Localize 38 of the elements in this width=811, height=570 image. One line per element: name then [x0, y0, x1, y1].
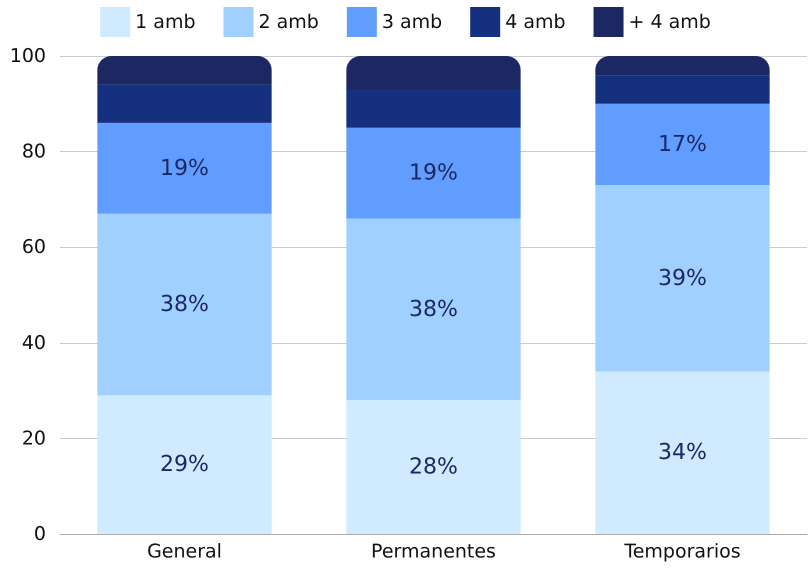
data-label: 19% — [409, 160, 458, 186]
bar — [97, 56, 272, 85]
legend-label: 4 amb — [505, 11, 566, 33]
bar — [346, 128, 521, 219]
legend-label: 1 amb — [135, 11, 196, 33]
x-tick-label: General — [147, 540, 222, 562]
bar — [97, 122, 272, 214]
data-label: 29% — [160, 452, 209, 478]
legend-label: 3 amb — [382, 11, 442, 33]
bar — [346, 56, 521, 90]
y-tick-label: 40 — [22, 332, 46, 354]
data-label: 38% — [409, 296, 458, 322]
bar — [595, 56, 770, 76]
y-tick-label: 80 — [22, 140, 46, 163]
x-tick-label: Permanentes — [371, 540, 496, 562]
legend-label: 2 amb — [258, 11, 319, 33]
data-label: 17% — [658, 132, 707, 157]
bar — [595, 104, 770, 186]
y-tick-label: 20 — [22, 427, 46, 450]
bar — [346, 218, 521, 400]
bar — [346, 400, 521, 534]
bar — [97, 214, 272, 396]
data-label: 34% — [658, 440, 707, 466]
bar — [595, 75, 770, 104]
data-label: 39% — [658, 266, 707, 291]
bar — [97, 84, 272, 123]
legend-label: + 4 amb — [628, 11, 711, 33]
x-tick-label: Temporarios — [623, 540, 741, 562]
y-tick-label: 0 — [34, 523, 46, 545]
data-label: 19% — [160, 156, 209, 181]
bar — [595, 185, 770, 372]
y-tick-label: 100 — [10, 45, 46, 67]
bar — [97, 395, 272, 534]
data-label: 28% — [409, 454, 458, 480]
y-tick-label: 60 — [22, 236, 46, 258]
data-label: 38% — [160, 292, 209, 318]
bar — [346, 89, 521, 128]
bar — [595, 371, 770, 534]
